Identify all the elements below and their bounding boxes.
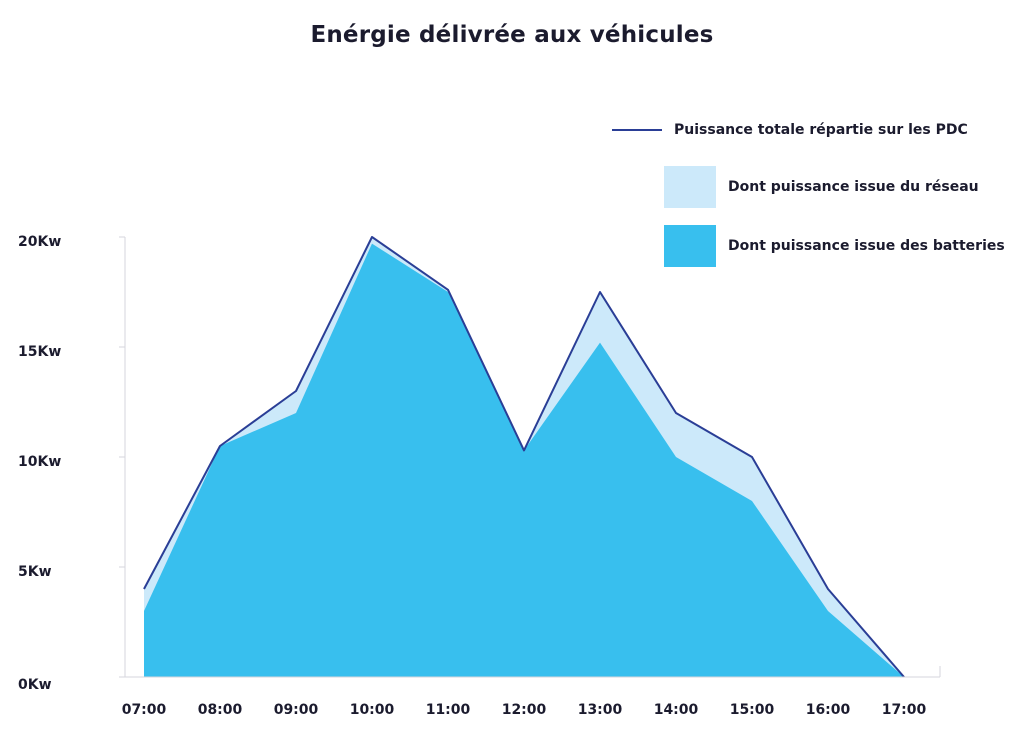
legend-label-total: Puissance totale répartie sur les PDC bbox=[674, 122, 968, 138]
legend-item-reseau: Dont puissance issue du réseau bbox=[664, 166, 979, 208]
batteries-area bbox=[144, 243, 904, 677]
total-power-line bbox=[143, 236, 905, 678]
x-tick-label: 07:00 bbox=[122, 702, 167, 718]
legend-item-batteries: Dont puissance issue des batteries bbox=[664, 225, 1005, 267]
y-tick-label: 20Kw bbox=[18, 234, 61, 250]
x-tick-label: 17:00 bbox=[882, 702, 927, 718]
y-tick-label: 10Kw bbox=[18, 454, 61, 470]
y-tick-label: 15Kw bbox=[18, 344, 61, 360]
x-tick-label: 13:00 bbox=[578, 702, 623, 718]
y-tick-label: 5Kw bbox=[18, 564, 52, 580]
legend-swatch-reseau bbox=[664, 166, 716, 208]
x-tick-label: 15:00 bbox=[730, 702, 775, 718]
x-tick-label: 12:00 bbox=[502, 702, 547, 718]
x-tick-label: 10:00 bbox=[350, 702, 395, 718]
legend-item-total: Puissance totale répartie sur les PDC bbox=[612, 122, 968, 138]
x-tick-label: 11:00 bbox=[426, 702, 471, 718]
legend-label-batteries: Dont puissance issue des batteries bbox=[728, 238, 1005, 254]
legend-swatch-batteries bbox=[664, 225, 716, 267]
legend-label-reseau: Dont puissance issue du réseau bbox=[728, 179, 979, 195]
chart-title: Enérgie délivrée aux véhicules bbox=[310, 22, 714, 48]
x-tick-label: 16:00 bbox=[806, 702, 851, 718]
legend-line-total bbox=[612, 129, 662, 131]
y-tick-label: 0Kw bbox=[18, 677, 52, 693]
x-tick-label: 14:00 bbox=[654, 702, 699, 718]
x-tick-label: 08:00 bbox=[198, 702, 243, 718]
x-tick-label: 09:00 bbox=[274, 702, 319, 718]
